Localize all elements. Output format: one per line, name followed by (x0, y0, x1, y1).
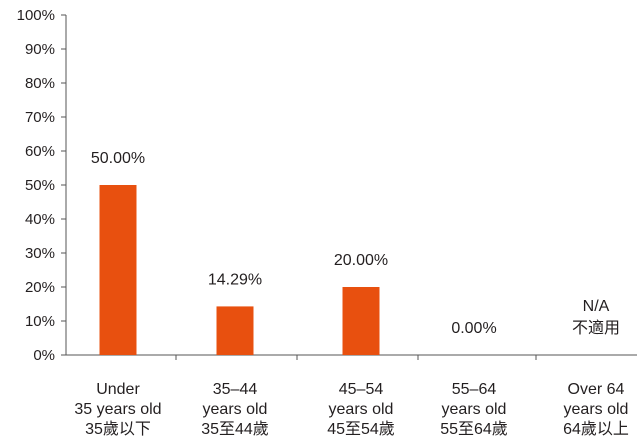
category-label: 35歲以下 (85, 420, 151, 438)
category-label: years old (329, 401, 394, 418)
y-tick-label: 80% (25, 75, 55, 92)
bar (216, 306, 254, 355)
y-tick-label: 20% (25, 279, 55, 296)
category-label: 35–44 (213, 381, 258, 398)
y-tick-label: 10% (25, 313, 55, 330)
bar (99, 185, 137, 355)
data-label: 50.00% (91, 150, 145, 167)
y-axis: 0% 10% 20% 30% 40% 50% 60% 70% 80% 90% 100% (17, 7, 67, 364)
y-tick-label: 40% (25, 211, 55, 228)
category-label: 64歲以上 (563, 420, 629, 438)
y-tick-label: 50% (25, 177, 55, 194)
y-tick-label: 70% (25, 109, 55, 126)
category-label: Under (96, 381, 140, 398)
category-label: years old (564, 401, 629, 418)
category-label: 35 years old (74, 401, 161, 418)
category-label: years old (442, 401, 507, 418)
data-label: N/A (583, 298, 610, 315)
data-label: 0.00% (451, 320, 496, 337)
category-label: years old (203, 401, 268, 418)
y-tick-label: 100% (17, 7, 55, 24)
data-labels: 50.00% 14.29% 20.00% 0.00% N/A 不適用 (91, 150, 620, 337)
y-tick-label: 0% (33, 347, 55, 364)
y-tick-label: 30% (25, 245, 55, 262)
category-label: 55–64 (452, 381, 497, 398)
bar (342, 287, 380, 355)
y-tick-label: 90% (25, 41, 55, 58)
data-label: 20.00% (334, 252, 388, 269)
data-label: 不適用 (572, 319, 620, 337)
category-label: 45–54 (339, 381, 384, 398)
category-label: 35至44歲 (201, 420, 269, 438)
x-axis (66, 354, 637, 360)
bars (99, 185, 380, 355)
y-tick-label: 60% (25, 143, 55, 160)
data-label: 14.29% (208, 271, 262, 288)
category-label: Over 64 (568, 381, 625, 398)
category-labels: Under 35 years old 35歲以下 35–44 years old 35至4… (74, 381, 628, 438)
category-label: 55至64歲 (440, 420, 508, 438)
category-label: 45至54歲 (327, 420, 395, 438)
